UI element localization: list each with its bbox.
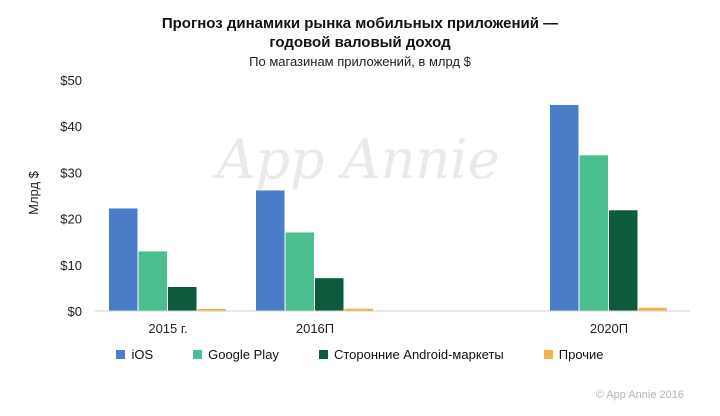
x-tick-label: 2015 г. xyxy=(148,321,187,336)
legend-item: iOS xyxy=(116,347,153,362)
legend-item: Сторонние Android-маркеты xyxy=(318,347,504,362)
y-axis: $0 $10 $20 $30 $40 $50 xyxy=(60,73,82,319)
bar xyxy=(109,208,138,311)
chart-subtitle: По магазинам приложений, в млрд $ xyxy=(249,54,471,69)
bar xyxy=(344,308,373,311)
legend-label: Google Play xyxy=(208,347,279,362)
x-tick-label: 2016П xyxy=(296,321,334,336)
y-tick-label: $20 xyxy=(60,212,82,227)
legend-swatch xyxy=(193,350,203,359)
legend: iOS Google Play Сторонние Android-маркеты П… xyxy=(0,347,720,362)
bar xyxy=(609,210,638,311)
legend-label: Сторонние Android-маркеты xyxy=(333,347,504,362)
bar xyxy=(197,309,226,311)
legend-item: Прочие xyxy=(543,347,604,362)
bar xyxy=(315,278,344,311)
y-tick-label: $30 xyxy=(60,165,82,180)
legend-swatch xyxy=(543,350,553,359)
x-axis: 2015 г. 2016П 2020П xyxy=(148,321,628,336)
legend-label: Прочие xyxy=(558,347,604,362)
legend-item: Google Play xyxy=(193,347,279,362)
bar xyxy=(550,104,579,311)
bar xyxy=(285,232,314,311)
bar xyxy=(138,251,167,311)
x-tick-label: 2020П xyxy=(590,321,628,336)
bar xyxy=(256,190,285,311)
chart-title-line-1: Прогноз динамики рынка мобильных приложе… xyxy=(161,15,559,32)
chart-title-line-2: годовой валовый доход xyxy=(269,34,451,51)
legend-swatch xyxy=(116,350,126,359)
bar-chart: App Annie Млрд $ $0 $10 $20 $30 $40 $50 2015 … xyxy=(26,73,690,336)
y-axis-label: Млрд $ xyxy=(26,170,41,215)
bar xyxy=(638,307,667,311)
legend-swatch xyxy=(318,350,328,359)
bar xyxy=(168,286,197,311)
y-tick-label: $0 xyxy=(68,304,82,319)
y-tick-label: $10 xyxy=(60,258,82,273)
y-tick-label: $50 xyxy=(60,73,82,88)
copyright: © App Annie 2016 xyxy=(595,389,684,401)
bar xyxy=(579,155,608,311)
y-tick-label: $40 xyxy=(60,119,82,134)
watermark: App Annie xyxy=(211,128,499,191)
legend-label: iOS xyxy=(131,347,154,362)
bars xyxy=(109,104,667,311)
